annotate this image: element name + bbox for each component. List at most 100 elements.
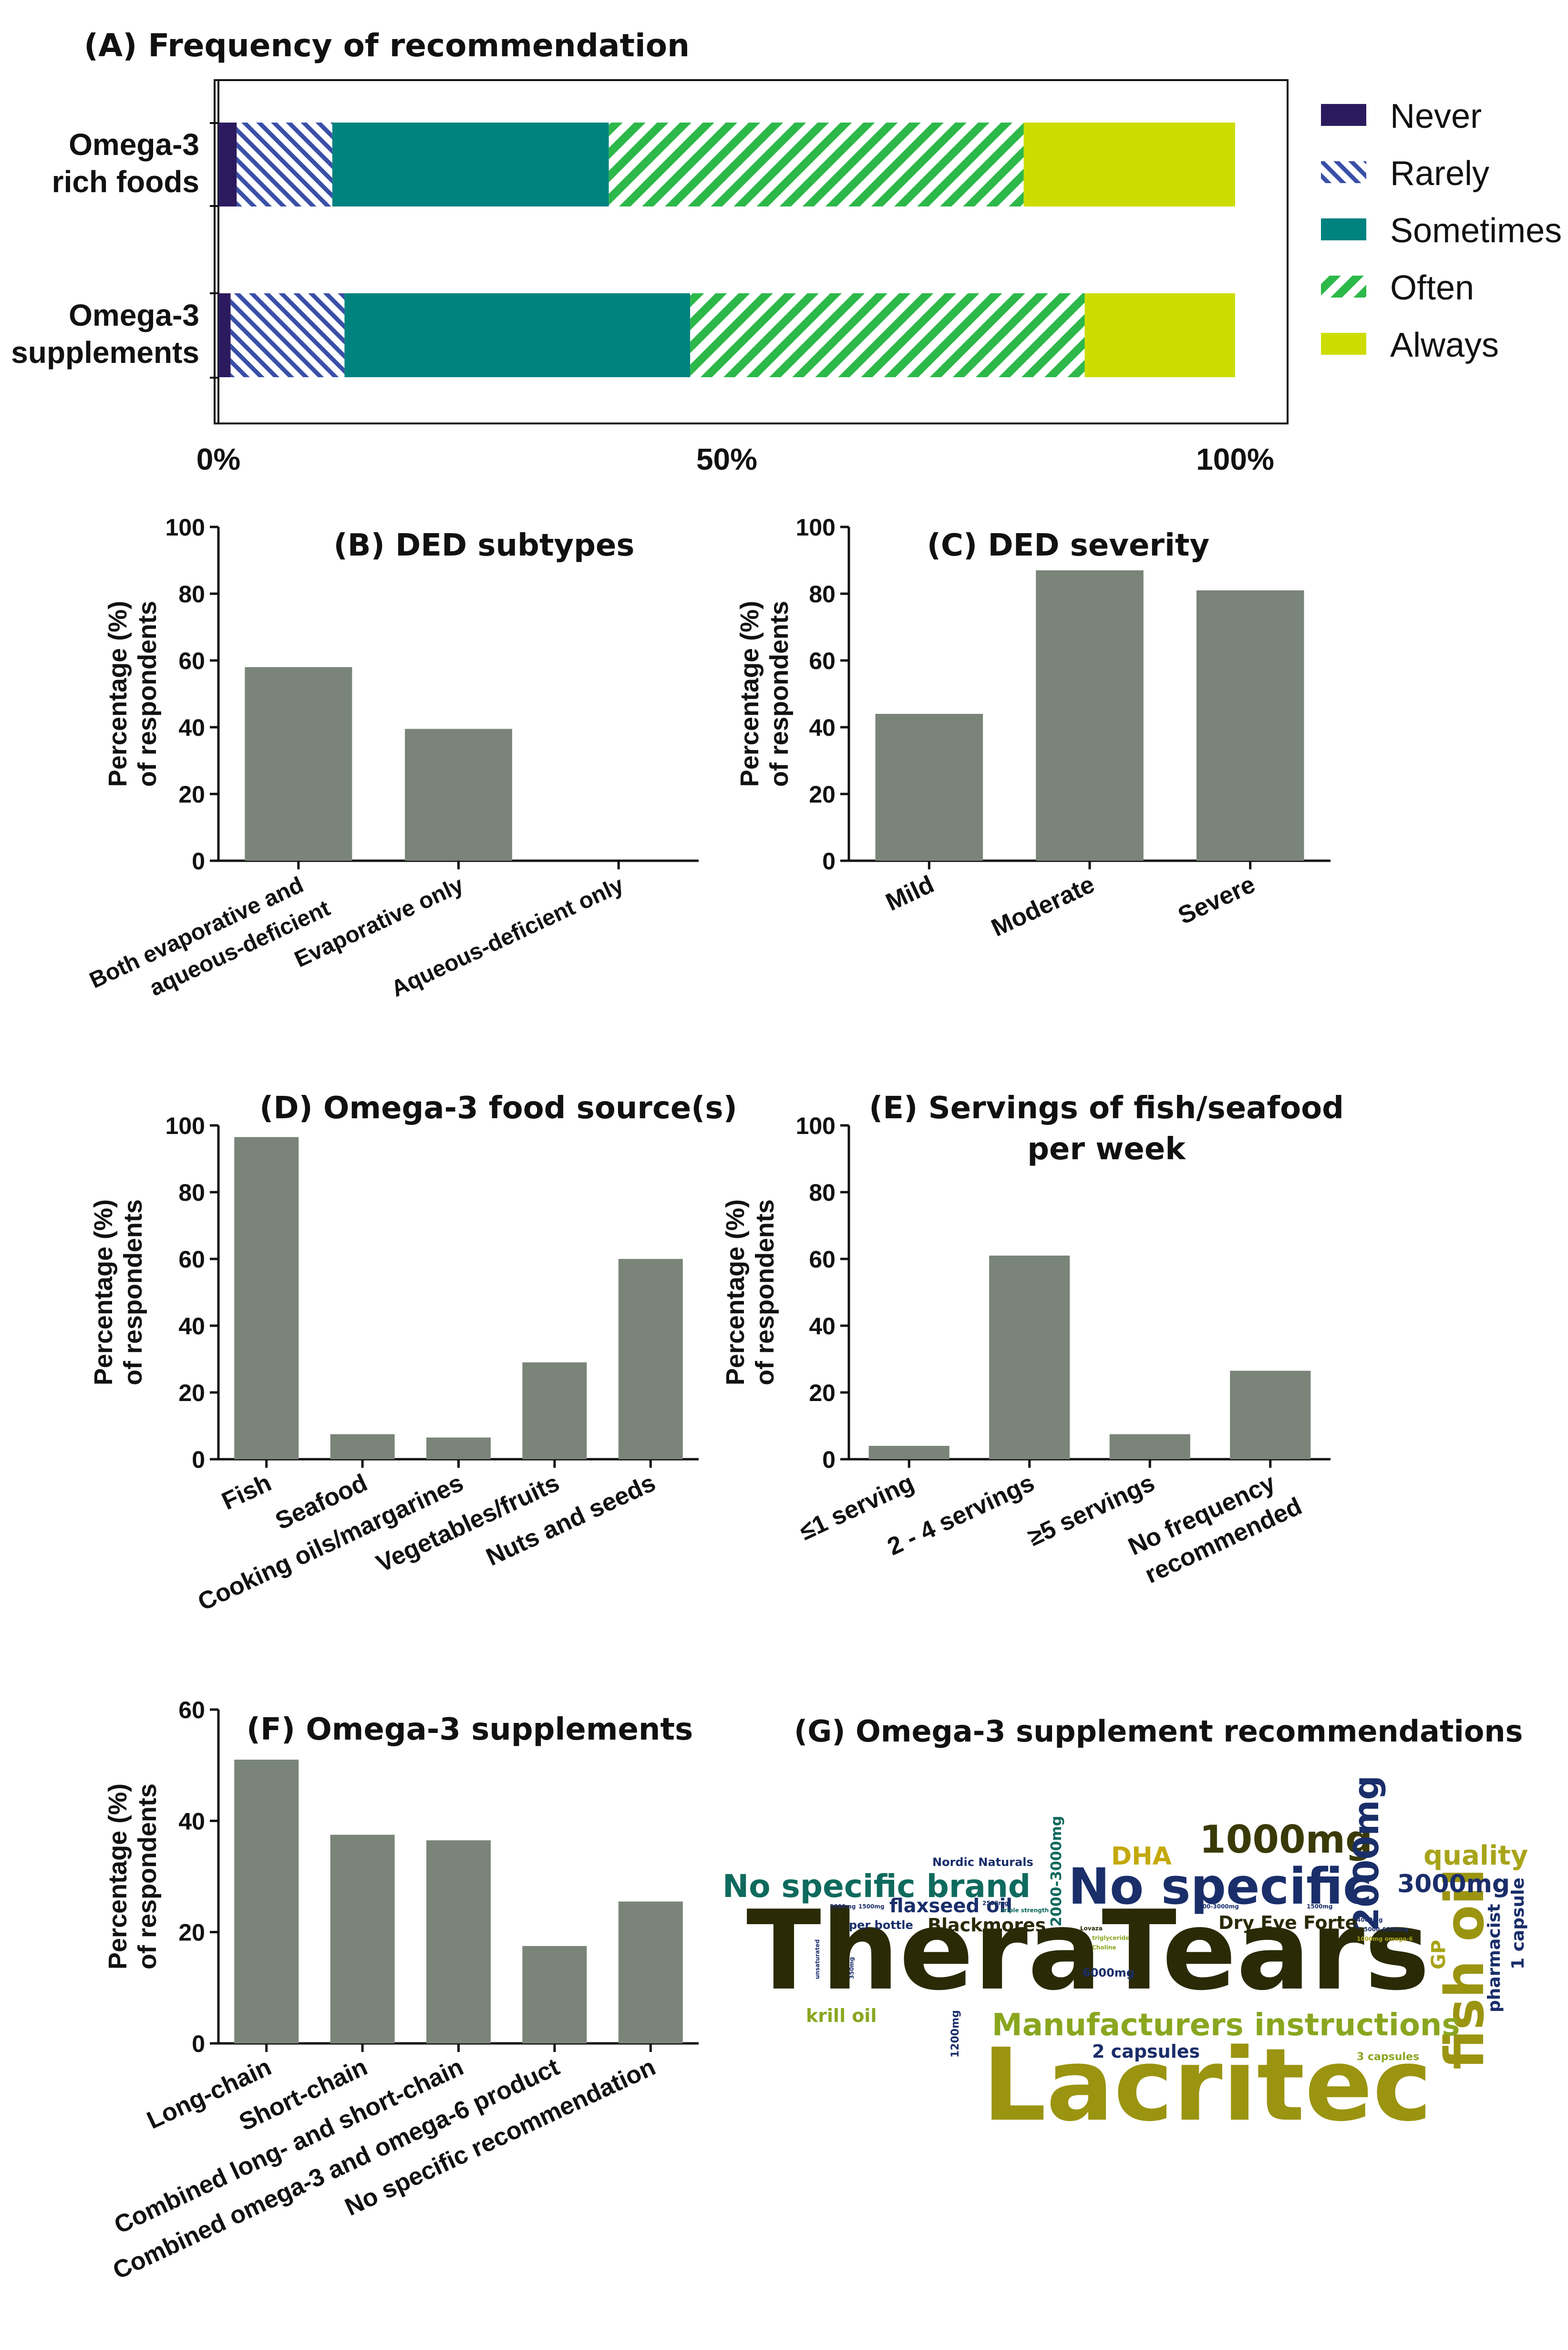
word-cloud: TheraTears Lacritec No specific fish oilMan…: [722, 1775, 1528, 2144]
y-axis-label: Percentage (%) of respondents: [89, 1199, 147, 1385]
bar: [1109, 1434, 1190, 1459]
y-tick-label: 80: [809, 1179, 836, 1206]
bar: [989, 1256, 1070, 1459]
y-axis-label-line: Percentage (%): [89, 1199, 118, 1385]
x-tick-label: Mild: [882, 870, 939, 917]
word-cloud-term: quality: [1424, 1840, 1528, 1871]
legend-label: Rarely: [1390, 155, 1489, 193]
panel-b: (B) DED subtypes 0 20 40 60 80 100 Percentage (…: [86, 514, 699, 1002]
y-tick-label: 20: [809, 781, 836, 808]
bar: [522, 1362, 587, 1459]
word-cloud-term: Lacritec: [982, 2027, 1432, 2144]
word-cloud-term: 6000mg: [1083, 1966, 1135, 1979]
legend-label: Often: [1390, 269, 1474, 307]
legend-label: Never: [1390, 97, 1482, 135]
bar-segment-sometimes: [332, 123, 609, 206]
bar: [522, 1946, 587, 2043]
legend-swatch-never: [1321, 104, 1366, 126]
y-axis-label-line: of respondents: [119, 1199, 147, 1385]
word-cloud-term: DHA: [1111, 1842, 1172, 1871]
x-tick-label: Nuts and seeds: [482, 1469, 660, 1571]
panel-e: (E) Servings of fish/seafood per week 0 20 4…: [721, 1091, 1344, 1589]
y-axis-label: Percentage (%) of respondents: [721, 1199, 779, 1385]
y-tick-label: 100: [165, 1113, 205, 1139]
y-tick-label: 20: [178, 781, 205, 808]
word-cloud-term: TheraTears: [746, 1887, 1430, 2015]
bar-segment-never: [218, 123, 237, 206]
bar: [868, 1446, 949, 1459]
y-axis-label: Percentage (%) of respondents: [103, 601, 162, 787]
y-axis-label-line: Percentage (%): [103, 601, 132, 787]
y-axis-label-line: Percentage (%): [103, 1783, 132, 1969]
y-tick-label: 80: [178, 1179, 205, 1206]
x-tick-label: Fish: [217, 1469, 275, 1515]
word-cloud-term: Blackmores: [928, 1915, 1046, 1936]
y-tick-label: 60: [178, 1246, 205, 1273]
y-tick-label: 0: [822, 1446, 836, 1473]
bar-segment-rarely: [230, 293, 345, 377]
word-cloud-term: 1000mg: [1199, 1817, 1372, 1862]
legend-swatch-always: [1321, 333, 1366, 355]
y-axis-label-line: Percentage (%): [721, 1199, 750, 1385]
x-tick-label-line: Fish: [217, 1469, 275, 1515]
panel-g: (G) Omega-3 supplement recommendations T…: [722, 1714, 1528, 2144]
x-tick-label: 50%: [696, 442, 757, 476]
bar-segment-sometimes: [344, 293, 691, 377]
bar: [426, 1840, 491, 2043]
bar: [1196, 590, 1304, 861]
category-label: rich foods: [52, 165, 199, 199]
bar-segment-always: [1084, 293, 1235, 377]
panel-title: (C) DED severity: [927, 528, 1209, 563]
bar: [330, 1835, 395, 2043]
word-cloud-term: per bottle: [849, 1918, 913, 1932]
y-tick-label: 0: [822, 848, 836, 875]
word-cloud-term: pharmacist: [1485, 1904, 1504, 2012]
word-cloud-term: No specific: [1068, 1857, 1372, 1916]
y-axis-label-line: Percentage (%): [735, 601, 764, 787]
bar-segment-rarely: [237, 123, 332, 206]
bar: [245, 667, 352, 861]
word-cloud-term: 1 capsule: [1508, 1877, 1528, 1969]
word-cloud-term: krill oil: [806, 2005, 877, 2026]
bar: [1230, 1371, 1311, 1459]
word-cloud-term: triple strength: [1001, 1907, 1049, 1914]
word-cloud-term: 1500mg: [858, 1903, 885, 1910]
word-cloud-term: 4000mg: [1357, 1917, 1383, 1923]
word-cloud-term: 1800-3000mg: [1195, 1903, 1239, 1910]
y-tick-label: 60: [809, 648, 836, 674]
y-axis-label-line: of respondents: [133, 601, 162, 787]
y-tick-label: 20: [178, 1380, 205, 1406]
y-tick-label: 20: [809, 1380, 836, 1406]
category-label: supplements: [11, 335, 199, 370]
y-tick-label: 20: [178, 1919, 205, 1946]
bar: [426, 1437, 491, 1459]
y-tick-label: 80: [809, 581, 836, 608]
legend-swatch-rarely: [1321, 161, 1366, 183]
y-tick-label: 60: [809, 1246, 836, 1273]
bar: [618, 1901, 683, 2043]
x-tick-label-line: Severe: [1174, 870, 1259, 930]
bar-segment-never: [218, 293, 231, 377]
x-tick-label: 0%: [196, 442, 241, 476]
panel-f: (F) Omega-3 supplements 0 20 40 60 Percentage…: [103, 1697, 699, 2285]
bar: [330, 1434, 395, 1459]
word-cloud-term: 1000mg omega-6: [1357, 1936, 1413, 1942]
word-cloud-term: 3000mg: [1397, 1870, 1510, 1898]
y-tick-label: 60: [178, 648, 205, 674]
y-axis-label-line: of respondents: [133, 1783, 162, 1969]
bar: [234, 1760, 299, 2043]
word-cloud-term: flaxseed oil: [889, 1895, 1012, 1917]
word-cloud-term: Manufacturers instructions: [992, 2008, 1460, 2043]
panel-title: (F) Omega-3 supplements: [247, 1712, 693, 1747]
word-cloud-term: 1500mg: [1307, 1903, 1333, 1910]
bar: [618, 1259, 683, 1459]
y-axis-label-line: of respondents: [751, 1199, 779, 1385]
word-cloud-term: fish oil: [1434, 1868, 1496, 2070]
bar: [405, 729, 512, 861]
x-tick-label: Moderate: [987, 870, 1099, 942]
panel-a-frame: [214, 79, 1289, 424]
legend-swatch-often: [1321, 276, 1366, 298]
bar: [875, 714, 983, 861]
